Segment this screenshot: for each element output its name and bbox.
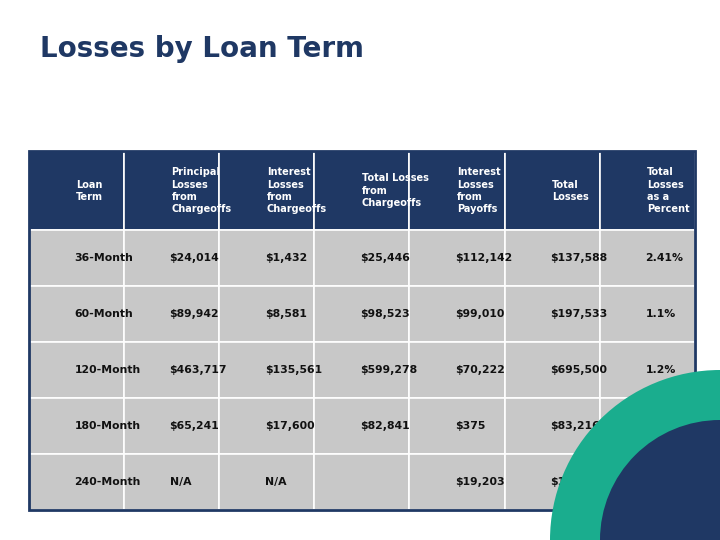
Bar (410, 399, 505, 454)
Bar (314, 286, 410, 342)
Bar (410, 230, 505, 286)
Bar (600, 399, 695, 454)
Text: 1.2%: 1.2% (645, 365, 675, 375)
Bar (505, 342, 600, 399)
Bar (219, 230, 314, 286)
Text: 36-Month: 36-Month (74, 253, 133, 263)
Bar (505, 230, 600, 286)
Bar (124, 399, 219, 454)
Bar (29, 151, 695, 510)
Text: 0.27%: 0.27% (645, 421, 683, 431)
Text: $695,500: $695,500 (550, 365, 607, 375)
Text: Principal
Losses
from
Chargeoffs: Principal Losses from Chargeoffs (171, 167, 232, 214)
Text: Loan
Term: Loan Term (76, 179, 104, 202)
Text: $25,446: $25,446 (360, 253, 410, 263)
Wedge shape (550, 370, 720, 540)
Bar (219, 286, 314, 342)
Bar (124, 342, 219, 399)
Text: $8,581: $8,581 (265, 309, 307, 319)
Text: $83,216: $83,216 (550, 421, 600, 431)
Text: $375: $375 (455, 421, 485, 431)
Text: N/A: N/A (645, 477, 667, 487)
Bar (29, 399, 124, 454)
Text: 120-Month: 120-Month (74, 365, 140, 375)
Bar (29, 230, 124, 286)
Text: 60-Month: 60-Month (74, 309, 133, 319)
Text: Interest
Losses
from
Chargeoffs: Interest Losses from Chargeoffs (266, 167, 327, 214)
Bar (505, 454, 600, 510)
Text: Total
Losses
as a
Percent: Total Losses as a Percent (647, 167, 690, 214)
Text: $82,841: $82,841 (360, 421, 410, 431)
Text: $112,142: $112,142 (455, 253, 513, 263)
Bar (600, 230, 695, 286)
Bar (29, 342, 124, 399)
Bar (124, 230, 219, 286)
Text: $17,600: $17,600 (265, 421, 315, 431)
Text: Interest
Losses
from
Payoffs: Interest Losses from Payoffs (457, 167, 500, 214)
Text: $70,222: $70,222 (455, 365, 505, 375)
Bar (124, 454, 219, 510)
Bar (314, 454, 410, 510)
Text: Losses by Loan Term: Losses by Loan Term (40, 35, 364, 63)
Bar (29, 286, 124, 342)
Text: N/A: N/A (170, 477, 191, 487)
Text: $135,561: $135,561 (265, 365, 322, 375)
Bar (219, 151, 314, 230)
Bar (314, 399, 410, 454)
Text: $19,203: $19,203 (455, 477, 505, 487)
Bar (410, 342, 505, 399)
Bar (29, 454, 124, 510)
Bar (600, 342, 695, 399)
Text: $98,523: $98,523 (360, 309, 410, 319)
Text: $89,942: $89,942 (170, 309, 219, 319)
Text: Total Losses
from
Chargeoffs: Total Losses from Chargeoffs (362, 173, 428, 208)
Bar (219, 399, 314, 454)
Bar (410, 286, 505, 342)
Bar (314, 151, 410, 230)
Text: $65,241: $65,241 (170, 421, 220, 431)
Bar (505, 286, 600, 342)
Text: $197,533: $197,533 (550, 309, 608, 319)
Text: $137,588: $137,588 (550, 253, 607, 263)
Wedge shape (600, 420, 720, 540)
Bar (505, 151, 600, 230)
Text: $24,014: $24,014 (170, 253, 220, 263)
Bar (410, 151, 505, 230)
Text: $1,432: $1,432 (265, 253, 307, 263)
Bar (124, 151, 219, 230)
Bar (219, 342, 314, 399)
Text: $99,010: $99,010 (455, 309, 505, 319)
Text: $19203: $19203 (550, 477, 595, 487)
Text: 1.1%: 1.1% (645, 309, 675, 319)
Text: Total
Losses: Total Losses (552, 179, 589, 202)
Text: 2.41%: 2.41% (645, 253, 683, 263)
Text: 180-Month: 180-Month (74, 421, 140, 431)
Bar (600, 286, 695, 342)
Bar (219, 454, 314, 510)
Bar (410, 454, 505, 510)
Bar (600, 151, 695, 230)
Bar (505, 399, 600, 454)
Bar (29, 151, 124, 230)
Bar (600, 454, 695, 510)
Text: $599,278: $599,278 (360, 365, 417, 375)
Bar (314, 342, 410, 399)
Text: 240-Month: 240-Month (74, 477, 141, 487)
Text: N/A: N/A (265, 477, 287, 487)
Bar (314, 230, 410, 286)
Text: $463,717: $463,717 (170, 365, 227, 375)
Bar (124, 286, 219, 342)
